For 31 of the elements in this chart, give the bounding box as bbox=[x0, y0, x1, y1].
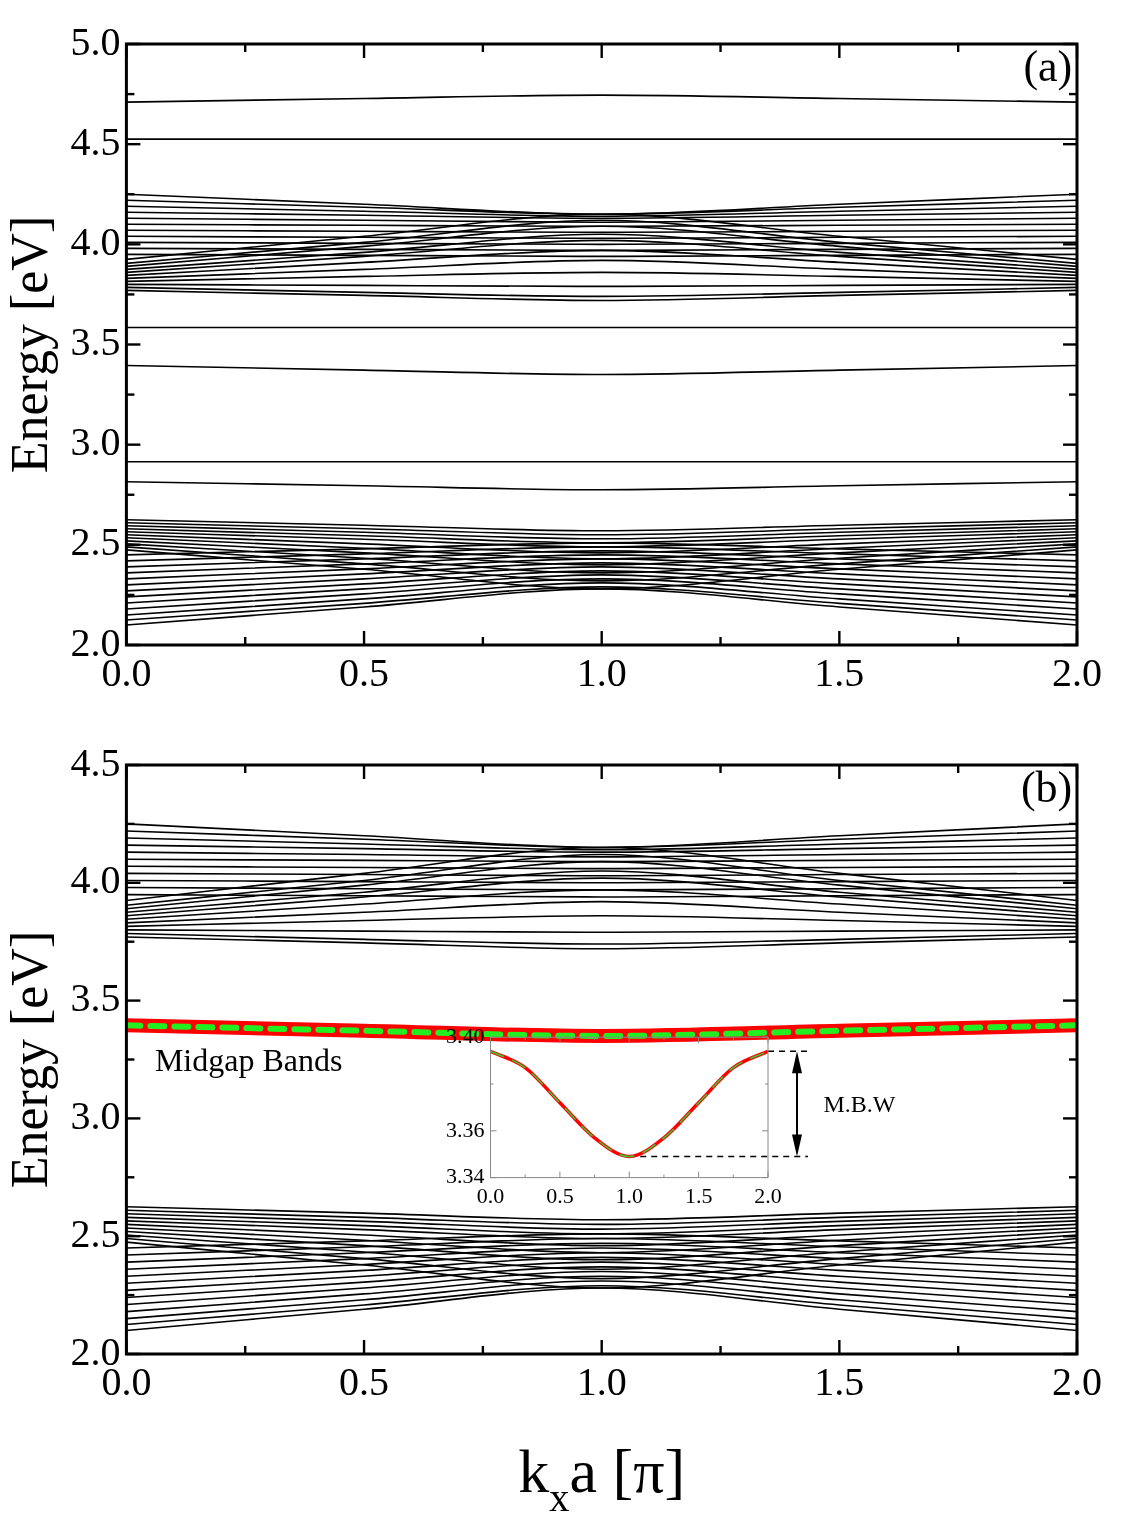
y-axis-title: Energy [eV] bbox=[0, 930, 58, 1189]
x-tick-label: 2.0 bbox=[1052, 649, 1102, 695]
annotation: M.B.W bbox=[823, 1091, 896, 1118]
annotation: Midgap Bands bbox=[154, 1041, 343, 1078]
y-tick-label: 4.0 bbox=[70, 857, 121, 903]
x-tick-label: 1.5 bbox=[814, 1358, 865, 1404]
x-tick-label: 0.5 bbox=[339, 1358, 390, 1404]
y-tick-label: 3.5 bbox=[70, 319, 121, 364]
y-tick-label: 3.5 bbox=[70, 975, 121, 1021]
x-tick-label: 0.5 bbox=[339, 649, 390, 695]
annotation: (a) bbox=[1023, 41, 1073, 91]
y-tick-label: 4.5 bbox=[70, 118, 121, 164]
x-tick-label: 0.5 bbox=[546, 1182, 574, 1208]
y-tick-label: 3.40 bbox=[446, 1022, 485, 1048]
y-tick-label: 3.36 bbox=[446, 1116, 485, 1142]
x-tick-label: 1.5 bbox=[814, 649, 865, 695]
y-tick-label: 3.0 bbox=[70, 1092, 121, 1138]
y-axis-title: Energy [eV] bbox=[0, 215, 58, 474]
x-tick-label: 1.0 bbox=[576, 1358, 627, 1404]
x-tick-label: 1.0 bbox=[576, 649, 627, 695]
y-tick-label: 2.5 bbox=[70, 519, 121, 565]
x-tick-label: 2.0 bbox=[1052, 1358, 1102, 1404]
x-tick-label: 2.0 bbox=[754, 1182, 782, 1208]
annotation: (b) bbox=[1020, 762, 1073, 812]
y-tick-label: 2.5 bbox=[70, 1210, 121, 1256]
y-tick-label: 5.0 bbox=[70, 18, 121, 64]
x-tick-label: 1.5 bbox=[684, 1182, 713, 1208]
y-tick-label: 3.0 bbox=[70, 419, 121, 465]
y-tick-label: 4.0 bbox=[70, 218, 121, 264]
y-tick-label: 4.5 bbox=[70, 739, 121, 785]
x-tick-label: 1.0 bbox=[615, 1182, 643, 1208]
